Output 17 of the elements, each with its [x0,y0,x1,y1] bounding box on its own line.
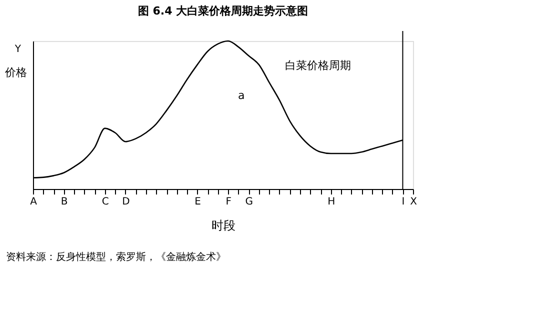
x-tick-label: E [194,196,201,208]
x-axis-title: 时段 [212,218,236,232]
chart-title: 图 6.4 大白菜价格周期走势示意图 [138,4,308,18]
x-tick-label: H [328,196,336,208]
annotation: 白菜价格周期 [285,59,351,72]
x-tick-label: F [226,196,232,208]
y-axis-title: 价格 [4,66,27,79]
text: 资料来源：反身性模型，索罗斯，《金融炼金术》 [6,251,226,263]
x-tick-label: G [245,196,254,208]
x-tick-label: D [122,196,130,208]
x-tick-label: X [410,196,418,208]
x-tick-label: B [60,196,68,208]
x-tick-label: I [402,196,405,208]
annotation: a [238,89,245,102]
x-tick-label: A [30,196,38,208]
text: Y [14,44,22,55]
x-tick-label: C [102,196,109,208]
